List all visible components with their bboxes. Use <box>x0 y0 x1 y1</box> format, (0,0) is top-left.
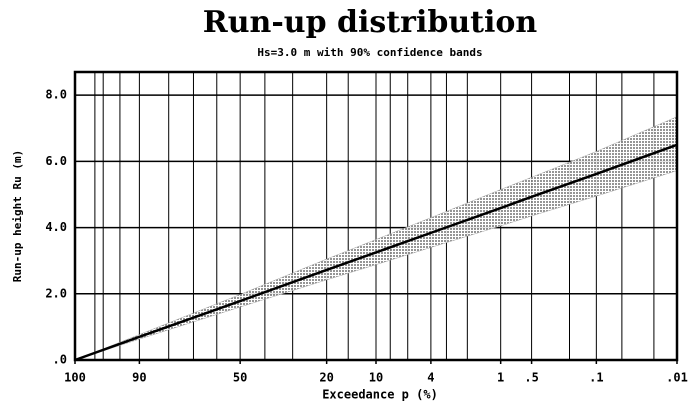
chart-subtitle: Hs=3.0 m with 90% confidence bands <box>257 46 482 59</box>
y-tick-label: 4.0 <box>45 220 67 234</box>
x-tick-label: 50 <box>233 371 247 385</box>
x-tick-label: .1 <box>589 371 603 385</box>
y-tick-label: 8.0 <box>45 88 67 102</box>
chart-title: Run-up distribution <box>203 5 538 40</box>
y-tick-label: .0 <box>53 353 67 367</box>
plot-frame <box>73 70 679 362</box>
x-tick-label: 4 <box>427 371 434 385</box>
x-tick-label: 20 <box>319 371 333 385</box>
x-tick-label: 1 <box>497 371 504 385</box>
x-tick-label: 90 <box>132 371 146 385</box>
x-tick-label: 100 <box>64 371 86 385</box>
run-up-line <box>74 143 678 362</box>
y-tick-label: 2.0 <box>45 286 67 300</box>
x-tick-label: 10 <box>369 371 383 385</box>
y-tick-label: 6.0 <box>45 154 67 168</box>
y-axis-label: Run-up height Ru (m) <box>11 150 24 282</box>
x-tick-label: .01 <box>666 371 688 385</box>
x-tick-label: .5 <box>524 371 538 385</box>
x-axis-label: Exceedance p (%) <box>322 388 438 402</box>
